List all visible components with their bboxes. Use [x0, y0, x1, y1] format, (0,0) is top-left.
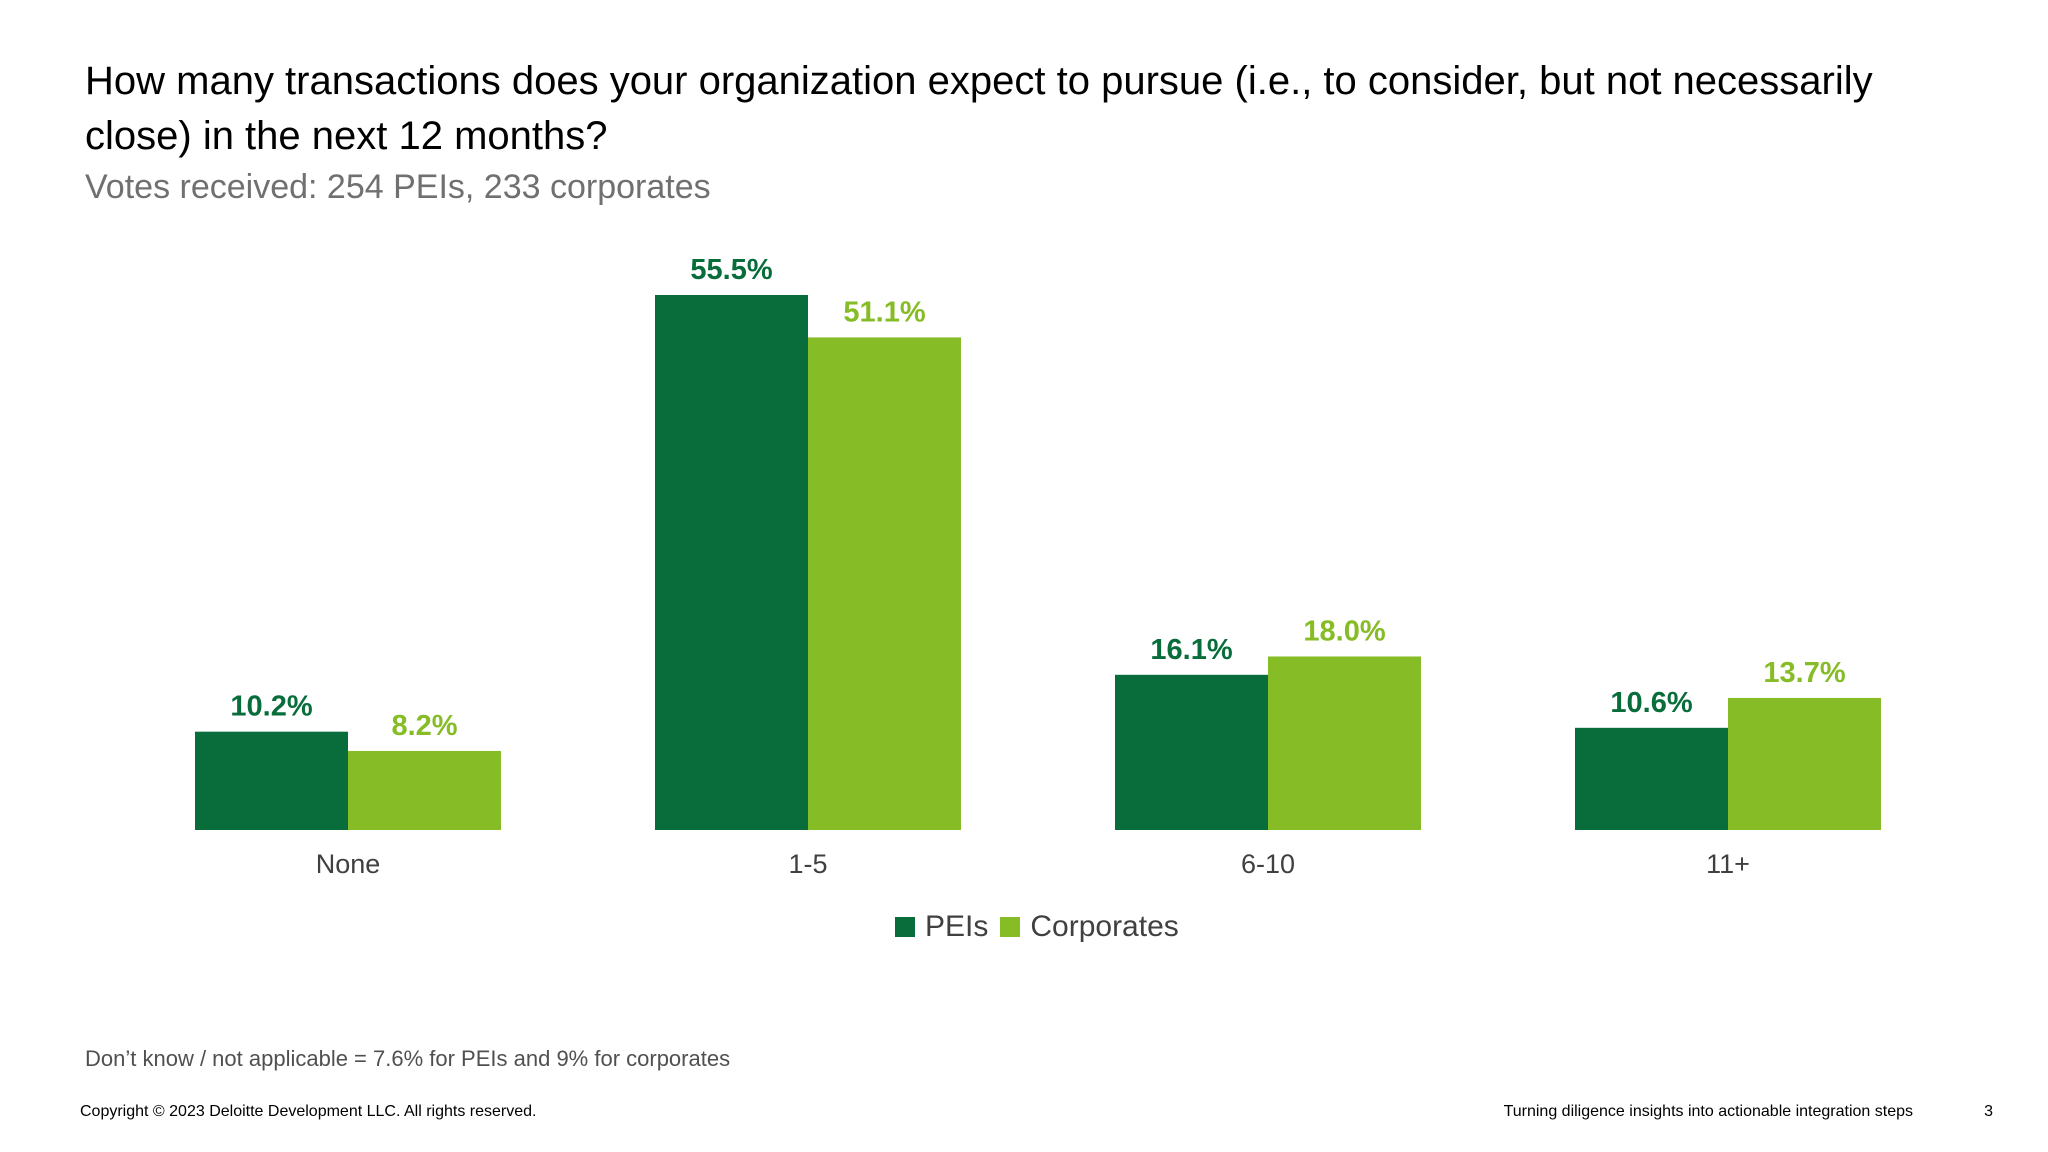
bar-corporates-1: [808, 337, 961, 830]
legend-label-peis: PEIs: [925, 910, 989, 943]
footer-title: Turning diligence insights into actionab…: [1503, 1103, 1913, 1120]
data-label-corporates-1: 51.1%: [843, 296, 925, 328]
x-tick-label-3: 11+: [1706, 849, 1750, 879]
data-label-peis-2: 16.1%: [1150, 634, 1232, 666]
bar-corporates-3: [1728, 697, 1881, 830]
x-tick-label-0: None: [316, 849, 381, 879]
x-tick-label-2: 6-10: [1241, 849, 1295, 879]
chart-legend: PEIs Corporates: [895, 910, 1179, 944]
legend-label-corporates: Corporates: [1030, 910, 1179, 943]
bar-peis-0: [195, 731, 348, 830]
bar-peis-3: [1575, 727, 1728, 830]
footnote: Don’t know / not applicable = 7.6% for P…: [85, 1046, 731, 1071]
data-label-corporates-2: 18.0%: [1303, 615, 1385, 647]
x-tick-label-1: 1-5: [788, 849, 827, 879]
legend-swatch-peis: [895, 917, 915, 937]
bar-corporates-0: [348, 750, 501, 830]
slide-title: How many transactions does your organiza…: [85, 59, 1873, 158]
data-label-peis-1: 55.5%: [690, 254, 772, 286]
slide-subtitle: Votes received: 254 PEIs, 233 corporates: [85, 168, 711, 206]
legend-swatch-corporates: [1000, 917, 1021, 937]
legend-item-peis: PEIs: [895, 910, 988, 944]
data-label-corporates-0: 8.2%: [391, 710, 457, 742]
bar-peis-2: [1115, 674, 1268, 830]
bar-corporates-2: [1268, 656, 1421, 830]
bar-peis-1: [655, 295, 808, 830]
page-number: 3: [1984, 1103, 1993, 1120]
copyright-text: Copyright © 2023 Deloitte Development LL…: [80, 1103, 537, 1120]
data-label-corporates-3: 13.7%: [1763, 657, 1845, 689]
data-label-peis-0: 10.2%: [230, 691, 312, 723]
legend-item-corporates: Corporates: [1000, 910, 1179, 944]
data-label-peis-3: 10.6%: [1610, 687, 1692, 719]
